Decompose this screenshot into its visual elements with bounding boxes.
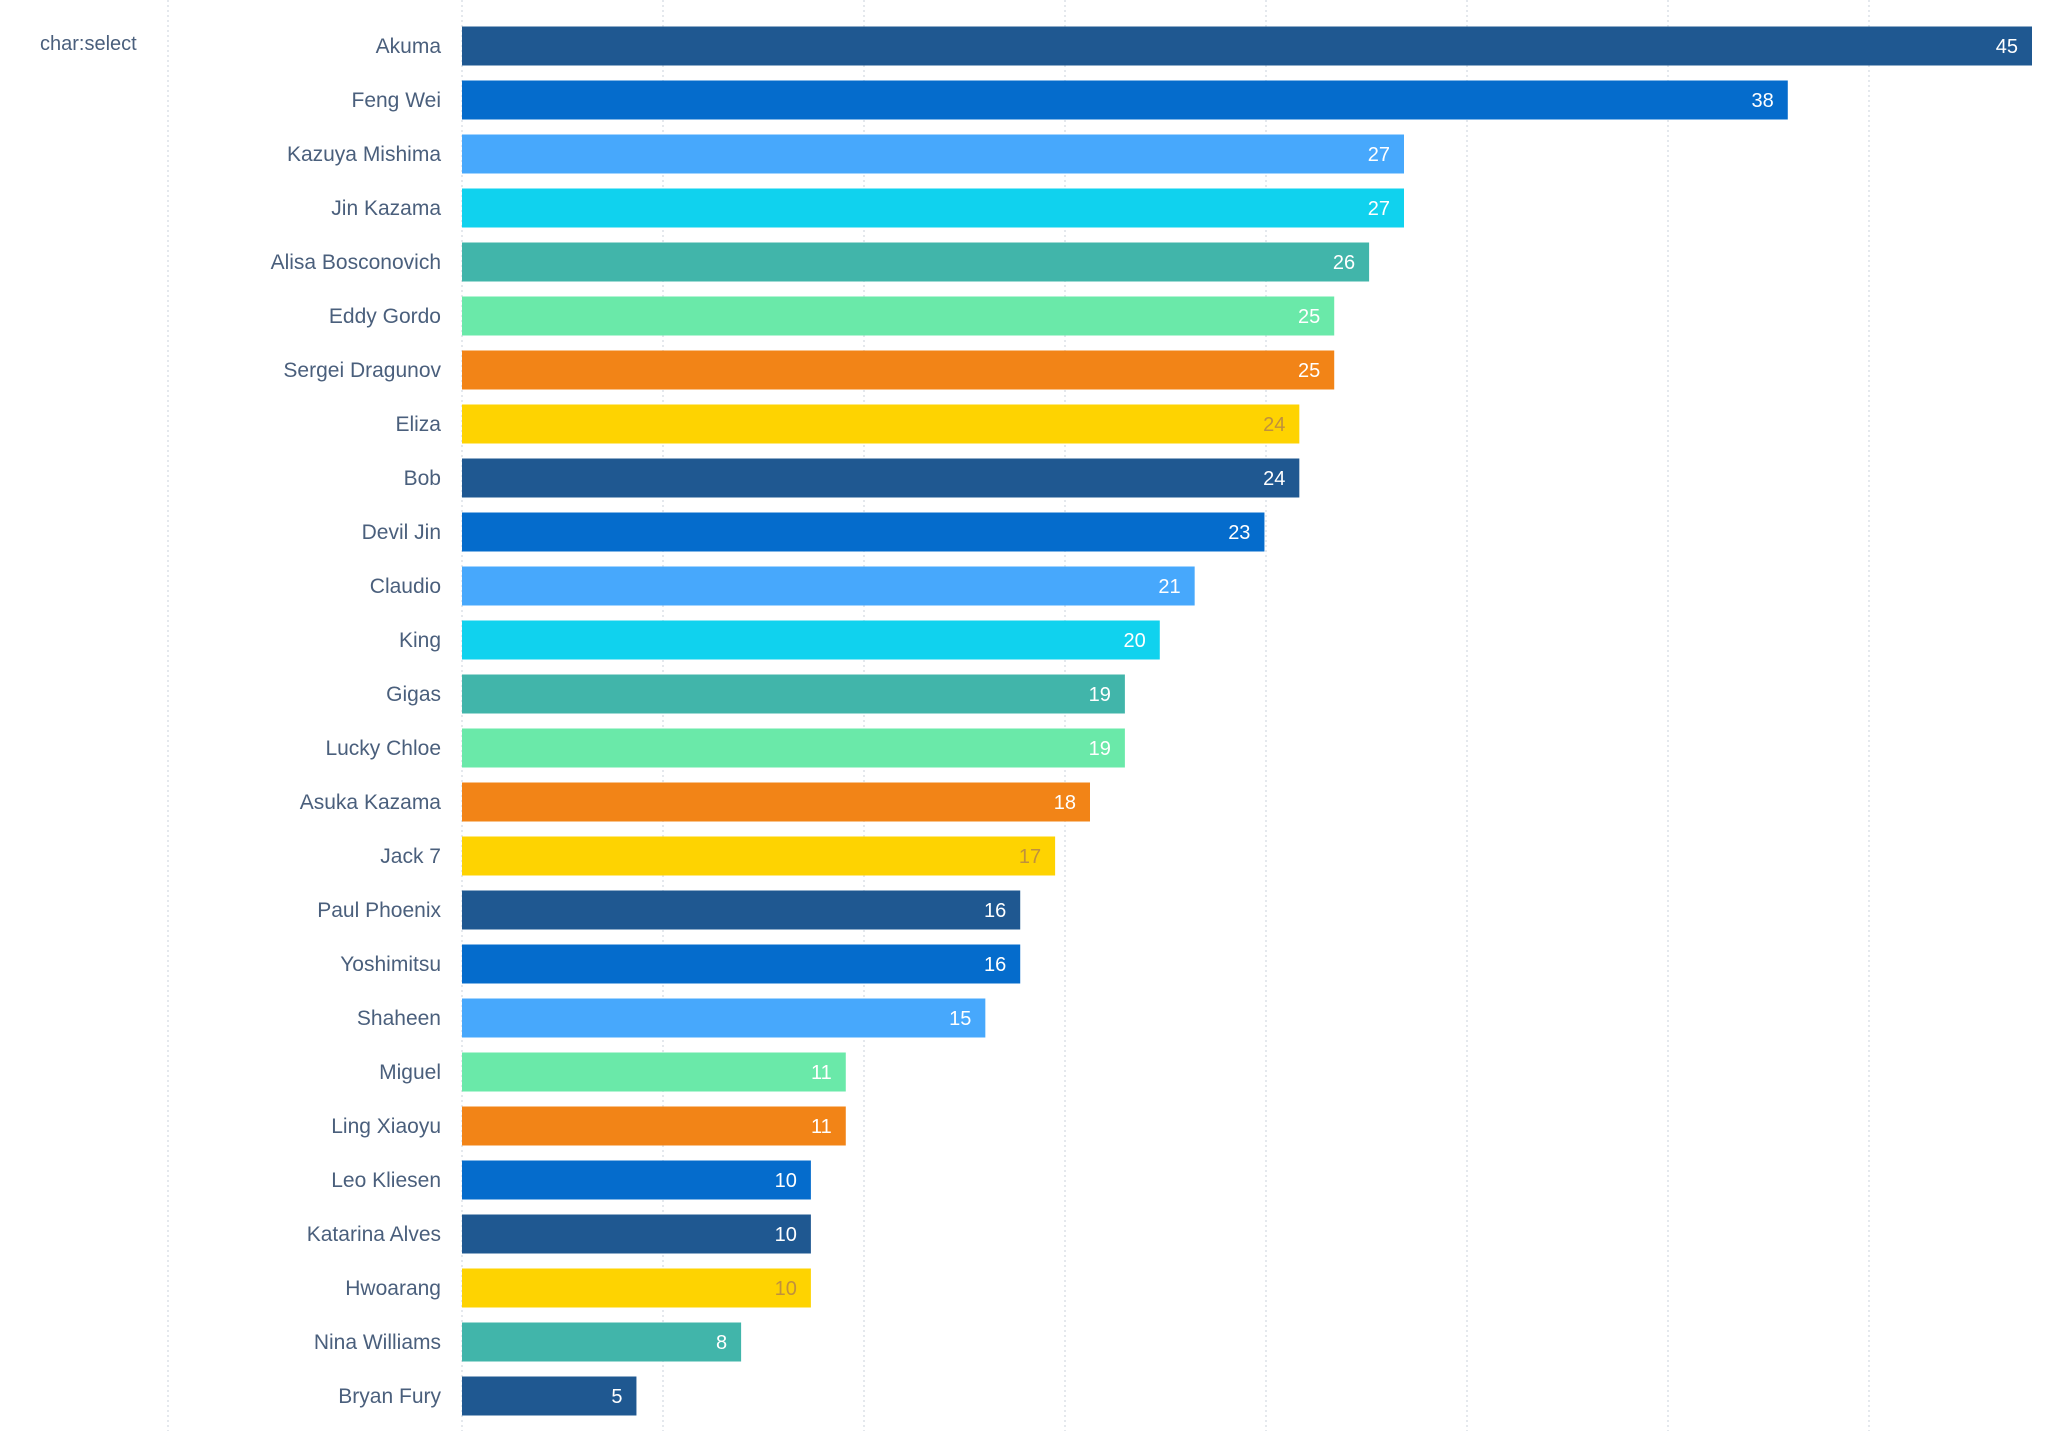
data-label: 16 (984, 900, 1006, 922)
category-label: Paul Phoenix (317, 899, 441, 922)
category-label: Kazuya Mishima (287, 143, 441, 166)
bar (462, 26, 2032, 66)
data-label: 45 (1996, 36, 2018, 58)
bar (462, 890, 1021, 930)
data-label: 5 (611, 1386, 622, 1408)
bar (462, 404, 1300, 444)
category-label: Claudio (370, 575, 441, 598)
data-label: 27 (1368, 144, 1390, 166)
category-label: Sergei Dragunov (283, 359, 441, 382)
data-label: 20 (1124, 630, 1146, 652)
bar (462, 1376, 637, 1416)
data-label: 23 (1228, 522, 1250, 544)
data-label: 25 (1298, 360, 1320, 382)
category-label: Leo Kliesen (331, 1169, 441, 1192)
bar (462, 242, 1370, 282)
data-label: 26 (1333, 252, 1355, 274)
category-label: Asuka Kazama (300, 791, 442, 814)
bar (462, 944, 1021, 984)
grid-lines (167, 0, 1870, 1431)
bars (462, 26, 2032, 1416)
data-label: 24 (1263, 468, 1285, 490)
bar (462, 1268, 811, 1308)
category-label: Eliza (395, 413, 441, 436)
bar (462, 998, 986, 1038)
category-label: Alisa Bosconovich (271, 251, 441, 274)
category-label: Nina Williams (314, 1331, 441, 1354)
data-label: 10 (775, 1224, 797, 1246)
bar (462, 296, 1335, 336)
category-label: Gigas (386, 683, 441, 706)
bar (462, 1052, 846, 1092)
data-label: 38 (1752, 90, 1774, 112)
bar (462, 728, 1125, 768)
group-label: char:select (40, 33, 137, 55)
data-label: 11 (811, 1062, 832, 1084)
data-label: 25 (1298, 306, 1320, 328)
category-label: Jack 7 (380, 845, 441, 868)
data-label: 19 (1089, 684, 1111, 706)
data-label: 10 (775, 1278, 797, 1300)
data-label: 19 (1089, 738, 1111, 760)
data-label: 21 (1158, 576, 1180, 598)
bar (462, 566, 1195, 606)
category-label: Devil Jin (362, 521, 441, 544)
data-label: 10 (775, 1170, 797, 1192)
bar (462, 458, 1300, 498)
category-label: Katarina Alves (307, 1223, 441, 1246)
data-label: 17 (1019, 846, 1041, 868)
data-label: 8 (716, 1332, 727, 1354)
category-label: Ling Xiaoyu (331, 1115, 441, 1138)
bar (462, 836, 1056, 876)
category-label: King (399, 629, 441, 652)
bar (462, 134, 1404, 174)
data-label: 27 (1368, 198, 1390, 220)
category-label: Feng Wei (352, 89, 442, 112)
bar (462, 512, 1265, 552)
category-label: Yoshimitsu (340, 953, 441, 976)
bar (462, 620, 1160, 660)
category-label: Bryan Fury (338, 1385, 441, 1408)
bar (462, 1160, 811, 1200)
bar (462, 188, 1404, 228)
data-label: 11 (811, 1116, 832, 1138)
data-label: 16 (984, 954, 1006, 976)
bar (462, 350, 1335, 390)
data-label: 15 (949, 1008, 971, 1030)
category-label: Lucky Chloe (325, 737, 441, 760)
bar (462, 80, 1788, 120)
category-label: Akuma (376, 35, 442, 58)
bar (462, 1322, 742, 1362)
category-label: Miguel (379, 1061, 441, 1084)
category-label: Jin Kazama (331, 197, 441, 220)
category-label: Hwoarang (345, 1277, 441, 1300)
bar (462, 674, 1125, 714)
bar (462, 1106, 846, 1146)
data-label: 18 (1054, 792, 1076, 814)
category-label: Shaheen (357, 1007, 441, 1030)
category-label: Eddy Gordo (329, 305, 441, 328)
bar (462, 782, 1090, 822)
category-label: Bob (404, 467, 441, 490)
data-label: 24 (1263, 414, 1285, 436)
bar (462, 1214, 811, 1254)
